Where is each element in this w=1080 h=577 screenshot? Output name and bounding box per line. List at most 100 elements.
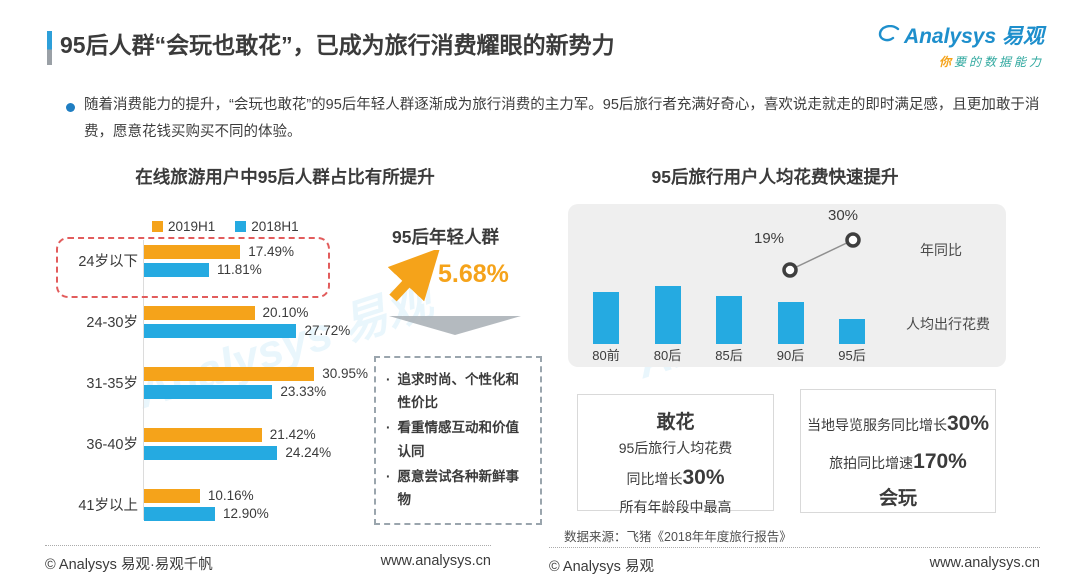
spend-bar bbox=[777, 302, 804, 344]
title-accent-bar bbox=[47, 31, 52, 65]
age-group-row: 41岁以上 10.16% 12.90% bbox=[50, 488, 368, 521]
analysys-logo: Analysys 易观 你要的数据能力 bbox=[877, 20, 1044, 70]
chart-legend: 2019H1 2018H1 bbox=[152, 219, 299, 234]
huiwan-line1-text: 当地导览服务同比增长 bbox=[806, 417, 947, 433]
huiwan-line2-value: 170% bbox=[913, 449, 967, 473]
spend-bar bbox=[593, 292, 619, 344]
intro-text: 随着消费能力的提升，“会玩也敢花”的95后年轻人群逐渐成为旅行消费的主力军。95… bbox=[84, 97, 1040, 140]
up-arrow-icon bbox=[387, 250, 441, 302]
bar-2019H1 bbox=[144, 366, 315, 381]
bar-2018H1 bbox=[144, 323, 297, 338]
bar-2018H1 bbox=[144, 445, 278, 460]
age-group-label: 24-30岁 bbox=[86, 315, 138, 331]
logo-tagline-first: 你 bbox=[938, 55, 954, 69]
yoy-point-label: 19% bbox=[754, 230, 785, 247]
age-group-row: 24岁以下 17.49% 11.81% bbox=[50, 244, 368, 277]
generation-label: 80前 bbox=[592, 348, 620, 363]
trait-item: 看重情感互动和价值认同 bbox=[386, 416, 532, 462]
bar-2019H1 bbox=[144, 244, 241, 259]
bar-value: 17.49% bbox=[248, 244, 294, 259]
logo-brand-text: Analysys 易观 bbox=[903, 25, 1044, 48]
huiwan-line1: 当地导览服务同比增长30% bbox=[801, 408, 995, 440]
generation-label: 85后 bbox=[715, 348, 743, 363]
legend-item: 2019H1 bbox=[152, 219, 215, 234]
legend-label: 2019H1 bbox=[168, 219, 216, 234]
ganhua-line2-value: 30% bbox=[682, 466, 725, 489]
huiwan-line1-value: 30% bbox=[946, 412, 990, 435]
bar-value: 10.16% bbox=[207, 488, 254, 503]
ganhua-line1: 95后旅行人均花费 bbox=[618, 440, 733, 456]
logo-tagline: 你要的数据能力 bbox=[877, 53, 1044, 70]
callout-triangle-icon bbox=[389, 316, 521, 335]
bar-value: 27.72% bbox=[304, 323, 351, 338]
annotation-value: 5.68% bbox=[438, 260, 509, 288]
generation-label: 90后 bbox=[776, 348, 805, 363]
bar-2018H1 bbox=[144, 506, 215, 521]
bar-2018H1 bbox=[144, 384, 273, 399]
bar-value: 30.95% bbox=[322, 366, 369, 381]
huiwan-box: 当地导览服务同比增长30% 旅拍同比增速170% 会玩 bbox=[800, 389, 996, 513]
traits-box: 追求时尚、个性化和性价比看重情感互动和价值认同愿意尝试各种新鲜事物 bbox=[374, 356, 542, 526]
site-url-left: www.analysys.cn bbox=[380, 553, 491, 569]
right-chart-title: 95后旅行用户人均花费快速提升 bbox=[651, 167, 899, 187]
bullet-icon bbox=[66, 103, 75, 112]
ganhua-box: 敢花 95后旅行人均花费 同比增长30% 所有年龄段中最高 bbox=[577, 394, 774, 515]
yoy-line-chart bbox=[782, 232, 861, 278]
legend-label: 2018H1 bbox=[251, 219, 299, 234]
age-group-label: 41岁以上 bbox=[78, 498, 138, 514]
huiwan-line2: 旅拍同比增速170% bbox=[801, 446, 995, 478]
bar-value: 24.24% bbox=[285, 445, 332, 460]
generation-label: 80后 bbox=[653, 348, 682, 363]
trait-item: 愿意尝试各种新鲜事物 bbox=[386, 465, 532, 511]
bar-value: 21.42% bbox=[269, 427, 316, 442]
annotation-label: 95后年轻人群 bbox=[392, 227, 499, 247]
spend-bar bbox=[716, 296, 742, 344]
age-group-row: 24-30岁 20.10% 27.72% bbox=[50, 305, 368, 338]
logo-brand: Analysys 易观 bbox=[877, 20, 1044, 50]
trait-item: 追求时尚、个性化和性价比 bbox=[386, 368, 532, 414]
yoy-point-label: 30% bbox=[828, 207, 859, 224]
age-group-row: 36-40岁 21.42% 24.24% bbox=[50, 427, 368, 460]
left-chart-title: 在线旅游用户中95后人群占比有所提升 bbox=[135, 167, 435, 187]
ganhua-line2-text: 同比增长 bbox=[626, 471, 683, 487]
ganhua-line2: 同比增长30% bbox=[578, 462, 773, 494]
bar-value: 11.81% bbox=[216, 262, 262, 277]
bar-2019H1 bbox=[144, 427, 262, 442]
footer-right: © Analysys 易观 www.analysys.cn bbox=[549, 547, 1040, 576]
age-bar-chart: 24岁以下 17.49% 11.81% 24-30岁 20.10% 27.72% 31-35… bbox=[50, 244, 368, 549]
page-title: 95后人群“会玩也敢花”，已成为旅行消费耀眼的新势力 bbox=[60, 32, 615, 58]
generation-label: 95后 bbox=[838, 348, 866, 363]
bar-2019H1 bbox=[144, 488, 200, 503]
huiwan-line2-text: 旅拍同比增速 bbox=[829, 454, 914, 471]
age-group-label: 24岁以下 bbox=[78, 254, 138, 270]
copyright-right: © Analysys 易观 bbox=[549, 559, 654, 575]
copyright-left: © Analysys 易观·易观千帆 bbox=[45, 557, 213, 573]
data-source: 数据来源：飞猪《2018年年度旅行报告》 bbox=[564, 530, 792, 544]
huiwan-title: 会玩 bbox=[878, 488, 917, 509]
age-group-label: 36-40岁 bbox=[86, 437, 138, 453]
bar-value: 20.10% bbox=[262, 305, 309, 320]
age-group-row: 31-35岁 30.95% 23.33% bbox=[50, 366, 368, 399]
highlight-dashed-box bbox=[56, 237, 330, 298]
age-group-label: 31-35岁 bbox=[86, 376, 138, 392]
bar-value: 12.90% bbox=[222, 506, 269, 521]
bar-2019H1 bbox=[144, 305, 255, 320]
site-url-right: www.analysys.cn bbox=[929, 555, 1040, 571]
spend-bar bbox=[654, 286, 681, 344]
legend-swatch bbox=[152, 221, 163, 232]
line-series-label: 年同比 bbox=[920, 242, 962, 258]
bar-series-label: 人均出行花费 bbox=[906, 316, 990, 332]
legend-item: 2018H1 bbox=[235, 219, 299, 234]
ganhua-title: 敢花 bbox=[656, 412, 695, 433]
footer-left: © Analysys 易观·易观千帆 www.analysys.cn bbox=[45, 545, 491, 574]
legend-swatch bbox=[235, 221, 247, 232]
logo-tagline-rest: 要的数据能力 bbox=[953, 55, 1044, 69]
ganhua-line3: 所有年龄段中最高 bbox=[619, 498, 732, 515]
spend-bar bbox=[839, 319, 865, 344]
logo-swoosh-icon bbox=[878, 25, 900, 42]
bar-value: 23.33% bbox=[280, 384, 327, 399]
spending-chart-panel: 19% 30% 年同比 人均出行花费 80前 80后 85后 90后 95后 bbox=[568, 204, 1006, 367]
bar-2018H1 bbox=[144, 262, 209, 277]
axis-line bbox=[143, 240, 144, 520]
